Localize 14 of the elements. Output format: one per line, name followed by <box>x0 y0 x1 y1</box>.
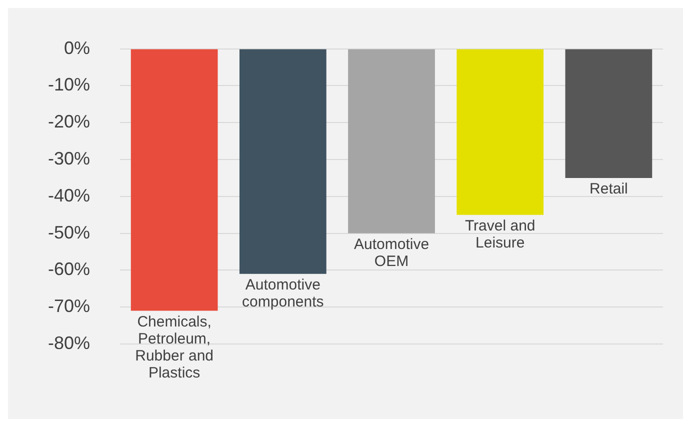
y-tick-label: -30% <box>48 148 90 168</box>
y-tick-label: -10% <box>48 74 90 95</box>
x-tick-label: Chemicals, Petroleum, Rubber and Plastics <box>135 313 214 382</box>
x-tick-label: Automotive components <box>242 276 324 311</box>
y-tick-label: -50% <box>48 222 90 242</box>
y-tick-label: -60% <box>48 259 90 280</box>
x-tick-label: Automotive OEM <box>354 236 430 270</box>
y-tick-label: -20% <box>48 112 90 132</box>
x-tick-label: Retail <box>590 180 628 198</box>
y-tick-label: -80% <box>48 332 90 353</box>
y-tick-label: -70% <box>48 296 90 316</box>
y-tick-label: -40% <box>48 185 90 206</box>
x-tick-label: Travel and Leisure <box>464 217 536 252</box>
y-tick-label: 0% <box>64 38 90 58</box>
